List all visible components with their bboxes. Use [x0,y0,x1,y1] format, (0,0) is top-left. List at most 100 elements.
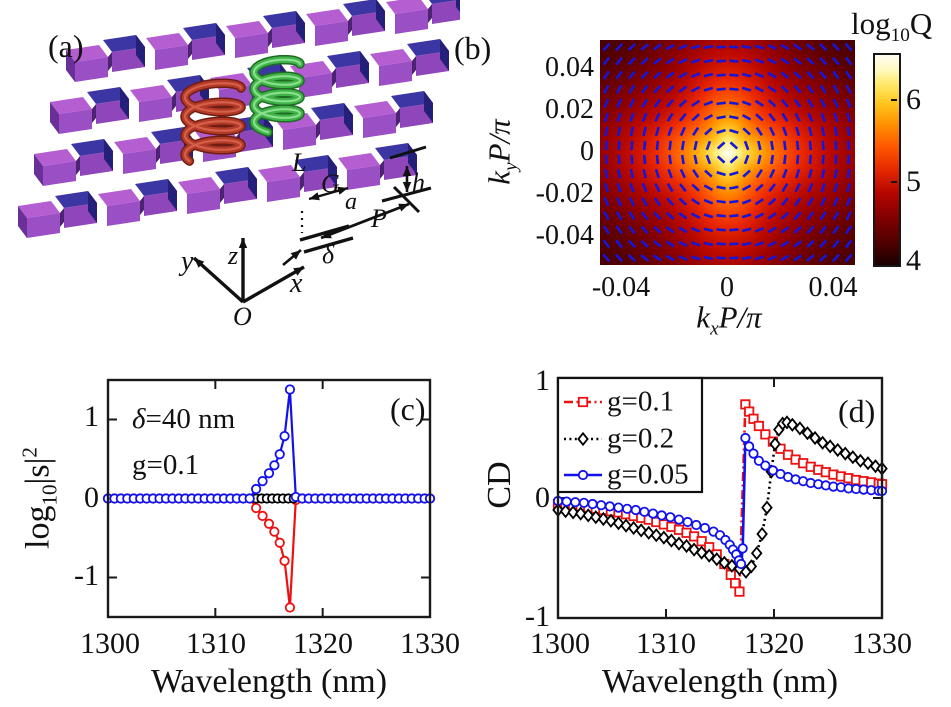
marker-diamond [577,431,589,447]
polarization-dash [755,169,763,179]
marker-diamond [703,548,715,563]
polarization-dash [652,57,662,65]
polarization-dash [615,70,623,80]
polarization-dash [847,154,851,165]
polarization-dash [680,154,685,165]
polarization-dash [793,71,802,80]
polarization-dash [627,42,637,52]
polarization-dash [806,98,814,108]
bar-blue-side [104,139,113,171]
bar-notch [156,144,160,163]
polarization-dash [780,211,790,220]
polarization-dash [679,183,687,193]
bar-top [306,9,348,26]
marker-diamond [582,508,595,523]
polarization-dash [667,168,673,179]
polarization-dash [690,226,701,233]
annotation-line [381,186,432,203]
marker-diamond [597,511,610,527]
polarization-dash [743,154,750,165]
polarization-dash [780,254,790,262]
polarization-dash [845,84,852,94]
polarization-dash [678,212,688,220]
polarization-dash [818,253,828,263]
marker-diamond [847,450,859,465]
d-xtick-1310: 1310 [636,627,696,660]
marker-circle [251,483,262,495]
marker-diamond [809,430,821,446]
arrowhead [309,192,320,201]
polarization-dash [741,198,752,205]
dim-label-a: a [345,189,357,215]
polarization-dash [615,56,624,66]
marker-square [725,569,736,580]
polarization-dash [716,141,726,150]
bar-front [347,165,380,190]
polarization-dash [782,126,788,137]
colorbar-ticklabel-5: 5 [906,165,921,198]
bar-notch [108,52,112,71]
metasurface-3d-scene [18,0,460,304]
polarization-dash [716,155,726,164]
polarization-dash [602,253,611,263]
d-xtick-1330: 1330 [852,627,912,660]
polarization-dash [614,42,624,52]
polarization-dash [808,140,813,151]
marker-circle [263,468,275,479]
polarization-dash [820,112,826,123]
polarization-dash [834,140,838,151]
polarization-dash [679,168,687,179]
polarization-dash [820,182,826,193]
bar-blue-side [424,91,433,123]
marker-diamond [650,528,663,543]
polarization-dash [653,98,662,108]
marker-circle [630,504,641,516]
arrowhead [293,267,304,276]
marker-circle [578,497,590,508]
arrowhead [402,166,412,176]
polarization-dash [665,85,675,94]
d-xaxis-label: Wavelength (nm) [601,663,839,700]
bar-top [386,0,428,14]
polarization-dash [679,126,687,137]
polarization-dash [754,72,765,79]
polarization-dash [652,240,662,248]
polarization-dash [844,42,853,52]
bar-blue-side [296,11,305,43]
polarization-dash [616,112,622,123]
polarization-dash [665,57,675,65]
polarization-dash [741,227,752,233]
polarization-dash [807,168,813,179]
marker-circle [279,430,290,442]
polarization-dash [693,154,698,165]
bar-side [66,50,75,82]
polarization-dash [616,182,622,193]
bar-blue-top [407,39,449,56]
bar-front [267,177,300,202]
bar-top [226,21,268,38]
marker-circle [284,602,296,613]
bar-top [66,45,108,62]
marker-diamond [786,417,799,432]
bar-notch [172,92,176,111]
polarization-dash [768,168,776,179]
panel-a-label: (a) [48,28,84,64]
polarization-dash [640,84,649,94]
polarization-dash [729,171,739,177]
polarization-dash [794,182,801,193]
bar-front [75,57,108,82]
panel-d-label: (d) [838,393,876,429]
polarization-dash [640,211,649,221]
polarization-dash [794,112,801,123]
polarization-dash [754,212,765,220]
polarization-dash [805,43,815,51]
polarization-dash [806,57,815,66]
marker-diamond [590,510,602,525]
bar-top [18,201,60,218]
marker-square [696,536,707,547]
polarization-dash [703,255,714,261]
polarization-dash [780,226,790,234]
marker-circle [577,469,589,481]
polarization-dash [665,211,675,220]
polarization-dash [602,56,611,66]
